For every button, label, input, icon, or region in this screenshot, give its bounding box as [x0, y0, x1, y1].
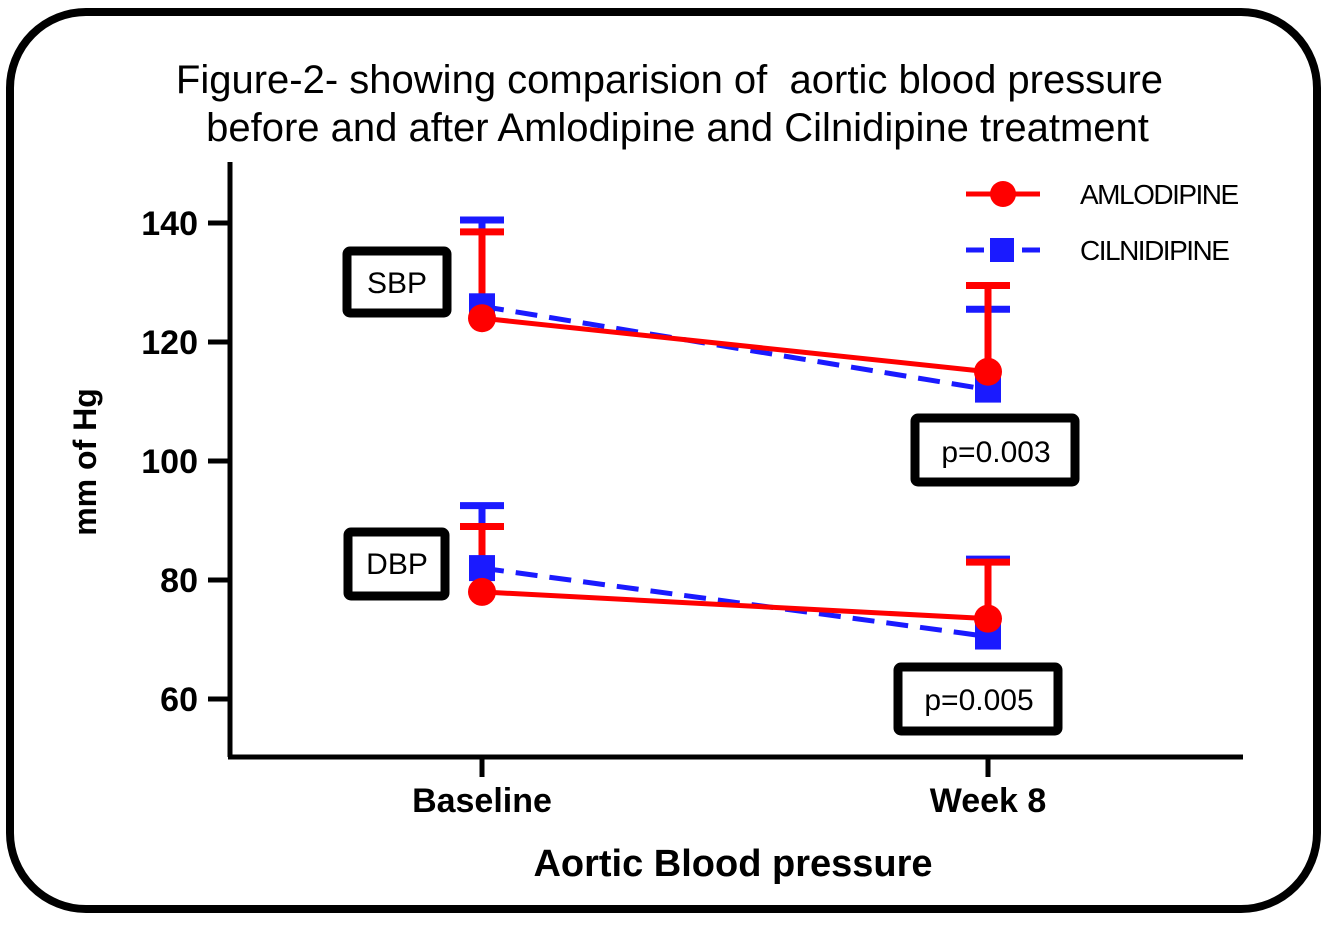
legend-marker — [990, 181, 1016, 207]
y-tick-label: 140 — [141, 205, 198, 243]
series-line — [481, 315, 989, 375]
y-tick-label: 80 — [160, 562, 198, 600]
annotation-box — [342, 246, 452, 318]
annotation-box — [910, 413, 1080, 487]
legend-marker — [990, 238, 1014, 262]
annotation-text: SBP — [367, 267, 427, 300]
data-point — [468, 577, 496, 606]
annotation-text: p=0.005 — [924, 684, 1033, 717]
legend-label: AMLODIPINE — [1080, 179, 1239, 210]
annotation-box — [893, 662, 1063, 736]
x-tick-label: Week 8 — [930, 782, 1047, 820]
data-point — [974, 357, 1002, 386]
series-line — [481, 565, 989, 640]
annotation-text: DBP — [366, 548, 428, 581]
x-tick-label: Baseline — [412, 782, 552, 820]
chart-title-line-1: Figure-2- showing comparision of aortic … — [175, 58, 1164, 102]
data-point — [974, 604, 1002, 633]
chart-title-line-2: before and after Amlodipine and Cilnidip… — [206, 106, 1149, 150]
data-point — [468, 304, 496, 333]
data-point — [469, 555, 495, 582]
y-tick-label: 100 — [141, 443, 198, 481]
series-line — [481, 589, 989, 622]
annotation-text: p=0.003 — [941, 436, 1050, 469]
legend-label: CILNIDIPINE — [1080, 235, 1229, 266]
x-axis-label: Aortic Blood pressure — [533, 843, 932, 885]
y-tick-label: 120 — [141, 324, 198, 362]
y-tick-label: 60 — [160, 681, 198, 719]
series-line — [481, 303, 989, 393]
y-axis-label: mm of Hg — [67, 388, 103, 536]
annotation-box — [343, 527, 450, 601]
